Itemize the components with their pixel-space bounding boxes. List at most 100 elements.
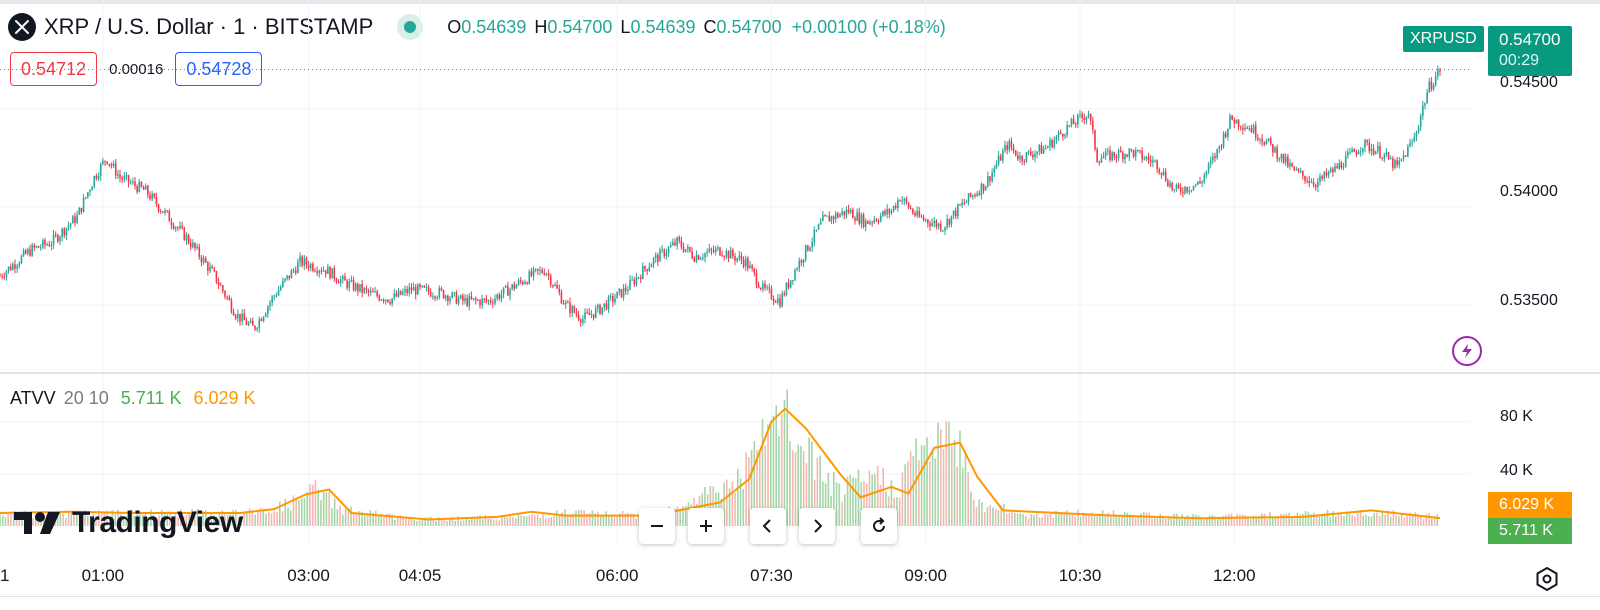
- volume-bar: [1214, 516, 1216, 526]
- indicator-legend[interactable]: ATVV 20 10 5.711 K 6.029 K: [10, 388, 256, 409]
- candle-body: [1154, 160, 1156, 162]
- volume-bar: [350, 506, 352, 526]
- candle-body: [537, 268, 539, 271]
- candle-body: [1079, 114, 1081, 116]
- volume-bar: [1167, 516, 1170, 526]
- indicator-axis[interactable]: 80 K 40 K: [1470, 374, 1600, 544]
- candle-body: [905, 198, 908, 203]
- candle-body: [903, 198, 906, 201]
- volume-bar: [1110, 514, 1112, 526]
- candle-body: [5, 271, 8, 278]
- candle-body: [612, 295, 614, 303]
- candle-body: [1064, 135, 1066, 137]
- pane-divider[interactable]: [0, 372, 1600, 374]
- volume-bar: [1000, 505, 1002, 526]
- volume-bar: [1063, 511, 1066, 526]
- candle-body: [1059, 132, 1062, 134]
- candle-body: [354, 283, 357, 291]
- reset-chart-button[interactable]: [861, 508, 897, 544]
- scroll-right-button[interactable]: [799, 508, 835, 544]
- volume-bar: [1414, 512, 1417, 526]
- volume-bar: [1425, 514, 1428, 526]
- indicator-name[interactable]: ATVV: [10, 388, 56, 408]
- candle-body: [39, 247, 42, 249]
- candle-body: [515, 284, 518, 289]
- zoom-out-button[interactable]: [639, 508, 675, 544]
- candle-body: [72, 216, 74, 224]
- candle-body: [108, 163, 111, 165]
- symbol-legend[interactable]: XRP / U.S. Dollar · 1 · BITSTAMP O 0.5463…: [8, 12, 946, 42]
- candle-body: [1355, 151, 1358, 155]
- symbol-title[interactable]: XRP / U.S. Dollar · 1 · BITSTAMP: [44, 14, 374, 39]
- candle-body: [157, 204, 160, 211]
- volume-bar: [289, 510, 292, 526]
- volume-bar: [443, 519, 446, 526]
- candle-body: [590, 314, 593, 316]
- volume-bar: [959, 430, 961, 526]
- candle-body: [854, 218, 856, 221]
- volume-bar: [846, 477, 849, 526]
- candle-body: [1227, 128, 1229, 137]
- candle-body: [965, 201, 968, 204]
- buy-button[interactable]: 0.54728: [175, 52, 263, 86]
- volume-bar: [1420, 515, 1422, 526]
- price-pane[interactable]: [0, 0, 1470, 372]
- candle-body: [273, 295, 276, 297]
- volume-bar: [100, 514, 103, 526]
- time-axis[interactable]: 01:00 03:00 04:05 06:00 07:30 09:00 10:30 12:00: [0, 560, 1470, 590]
- candle-body: [547, 273, 550, 276]
- candle-body: [674, 242, 676, 246]
- price-axis[interactable]: 0.54500 0.54000 0.53500: [1470, 0, 1600, 372]
- volume-bar: [709, 485, 712, 526]
- price-chart-svg[interactable]: [0, 0, 1470, 372]
- candle-body: [324, 270, 327, 275]
- volume-bar: [1203, 519, 1205, 526]
- candle-body: [159, 210, 162, 212]
- zoom-in-button[interactable]: [688, 508, 724, 544]
- candle-body: [560, 292, 563, 304]
- candle-body: [594, 308, 597, 318]
- scroll-left-button[interactable]: [750, 508, 786, 544]
- volume-bar: [501, 516, 503, 526]
- candle-body: [1250, 128, 1253, 133]
- settings-icon[interactable]: [1534, 566, 1560, 592]
- volume-bar: [632, 513, 635, 526]
- volume-bar: [1123, 511, 1126, 526]
- volume-bar: [586, 513, 588, 526]
- candle-body: [789, 280, 792, 288]
- volume-bar: [789, 441, 791, 526]
- tradingview-logo[interactable]: TradingView: [14, 506, 243, 540]
- volume-bar: [391, 514, 394, 526]
- volume-bar: [1436, 514, 1439, 526]
- candle-body: [279, 286, 282, 291]
- candle-body: [1430, 81, 1433, 90]
- candle-body: [631, 279, 633, 281]
- volume-bar: [1296, 512, 1299, 526]
- volume-bar: [577, 510, 580, 526]
- candle-body: [948, 219, 951, 225]
- volume-bar: [791, 450, 794, 526]
- candle-body: [1293, 166, 1296, 171]
- volume-bar: [783, 399, 786, 526]
- volume-bar: [155, 517, 158, 526]
- candle-body: [384, 299, 387, 302]
- candle-body: [824, 215, 826, 217]
- candle-body: [659, 249, 661, 262]
- volume-bar: [65, 518, 67, 526]
- volume-bar: [1, 515, 4, 526]
- candle-body: [134, 181, 136, 187]
- candle-body: [1014, 150, 1017, 156]
- candle-body: [1072, 118, 1075, 125]
- candle-body: [912, 209, 914, 214]
- candle-body: [1192, 185, 1195, 191]
- candle-body: [772, 298, 775, 302]
- candle-body: [871, 222, 873, 224]
- candle-body: [530, 271, 533, 276]
- volume-bar: [204, 510, 207, 526]
- candle-body: [837, 213, 839, 218]
- candle-body: [1404, 155, 1407, 157]
- volume-bar: [728, 488, 731, 526]
- lightning-icon[interactable]: [1452, 336, 1482, 366]
- volume-bar: [841, 501, 843, 526]
- volume-bar: [1285, 513, 1288, 526]
